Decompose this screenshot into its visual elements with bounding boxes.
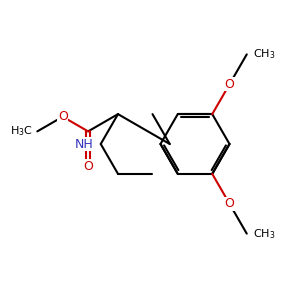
Text: O: O [83, 160, 93, 172]
Text: CH$_3$: CH$_3$ [253, 227, 275, 241]
Text: CH$_3$: CH$_3$ [253, 47, 275, 61]
Text: O: O [225, 197, 234, 210]
Text: NH: NH [74, 137, 93, 151]
Text: H$_3$C: H$_3$C [10, 124, 33, 138]
Text: O: O [225, 78, 234, 91]
Text: O: O [58, 110, 68, 123]
